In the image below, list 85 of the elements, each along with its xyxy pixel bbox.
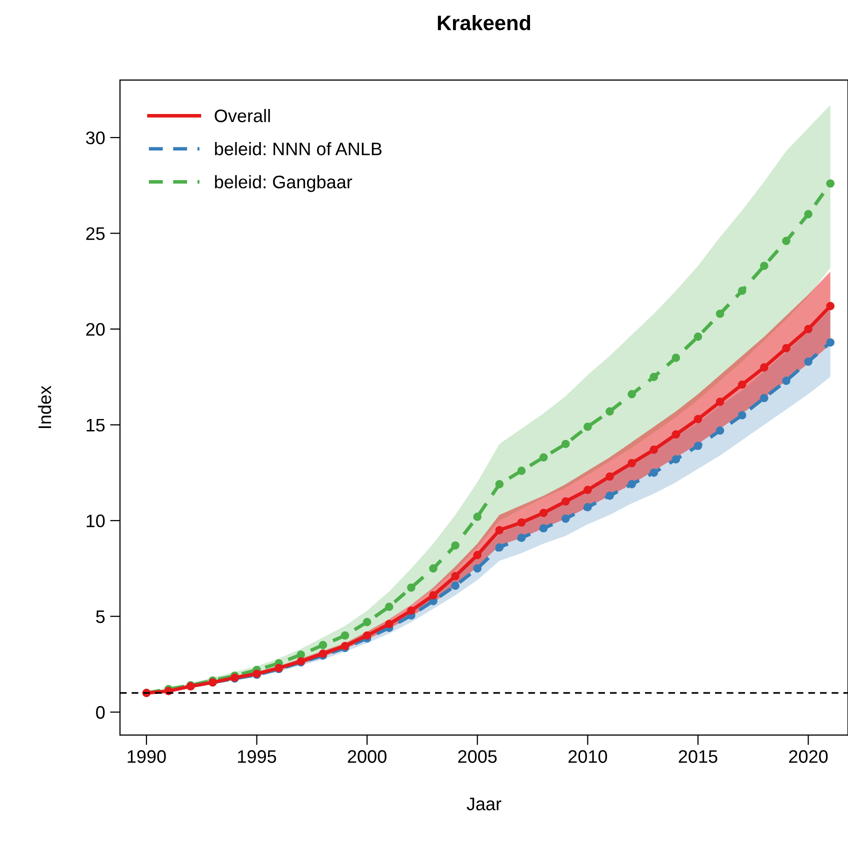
point: [407, 606, 416, 615]
point: [384, 620, 394, 628]
point: [650, 468, 658, 477]
point: [760, 394, 768, 402]
point: [782, 236, 790, 246]
point: [694, 332, 702, 341]
point: [738, 286, 746, 295]
point: [517, 466, 526, 475]
point: [318, 640, 328, 650]
y-tick-label: 10: [86, 514, 105, 528]
chart-title: Krakeend: [438, 14, 530, 30]
point: [584, 503, 592, 512]
point: [628, 390, 636, 398]
point: [451, 541, 460, 550]
point: [384, 602, 394, 611]
x-tick-label: 2010: [568, 750, 608, 763]
point: [539, 508, 548, 518]
point: [561, 514, 570, 523]
point: [340, 631, 350, 640]
legend-label: beleid: Gangbaar: [215, 175, 352, 192]
point: [672, 430, 680, 439]
x-axis-title: Jaar: [466, 798, 502, 810]
point: [716, 398, 724, 406]
y-tick-label: 15: [86, 418, 105, 432]
point: [584, 422, 592, 431]
point: [407, 583, 416, 592]
y-tick-label: 25: [86, 227, 105, 240]
point: [826, 302, 835, 310]
point: [804, 210, 812, 218]
point: [296, 650, 306, 659]
point: [826, 338, 835, 347]
point: [539, 453, 548, 462]
point: [362, 618, 372, 626]
point: [429, 564, 438, 573]
y-tick-label: 20: [86, 323, 105, 336]
point: [561, 497, 570, 506]
point: [429, 591, 438, 600]
point: [738, 380, 746, 389]
point: [495, 543, 504, 552]
y-axis-title: Index: [38, 386, 52, 428]
point: [672, 354, 680, 362]
point: [539, 524, 548, 532]
point: [650, 446, 658, 454]
point: [804, 324, 812, 334]
point: [495, 526, 504, 534]
point: [760, 262, 768, 270]
point: [760, 363, 768, 372]
point: [826, 179, 835, 188]
point: [694, 414, 702, 424]
y-tick-label: 30: [86, 131, 105, 144]
point: [473, 512, 482, 521]
x-tick-label: 2005: [458, 750, 497, 763]
point: [782, 376, 790, 385]
point: [716, 310, 724, 318]
point: [628, 458, 636, 468]
legend-label: Overall: [214, 108, 270, 122]
point: [517, 534, 526, 542]
point: [517, 518, 526, 527]
point: [451, 572, 460, 580]
point: [473, 564, 482, 573]
y-tick-label: 0: [96, 706, 105, 719]
point: [782, 344, 790, 352]
point: [606, 407, 614, 416]
x-tick-label: 2000: [348, 750, 386, 763]
point: [561, 440, 570, 448]
point: [606, 472, 614, 481]
point: [362, 631, 372, 640]
point: [738, 411, 746, 420]
x-tick-label: 1990: [128, 750, 166, 763]
x-tick-label: 2015: [678, 750, 718, 763]
point: [804, 357, 812, 366]
point: [584, 486, 592, 494]
point: [716, 426, 724, 435]
point: [672, 455, 680, 464]
x-tick-label: 1995: [238, 750, 276, 763]
x-tick-label: 2020: [789, 750, 828, 763]
point: [628, 480, 636, 488]
y-tick-label: 5: [96, 610, 105, 624]
point: [606, 492, 614, 500]
point: [495, 480, 504, 488]
point: [694, 442, 702, 450]
legend-label: beleid: NNN of ANLB: [215, 142, 382, 156]
point: [451, 582, 460, 590]
point: [473, 550, 482, 560]
point: [650, 372, 658, 382]
